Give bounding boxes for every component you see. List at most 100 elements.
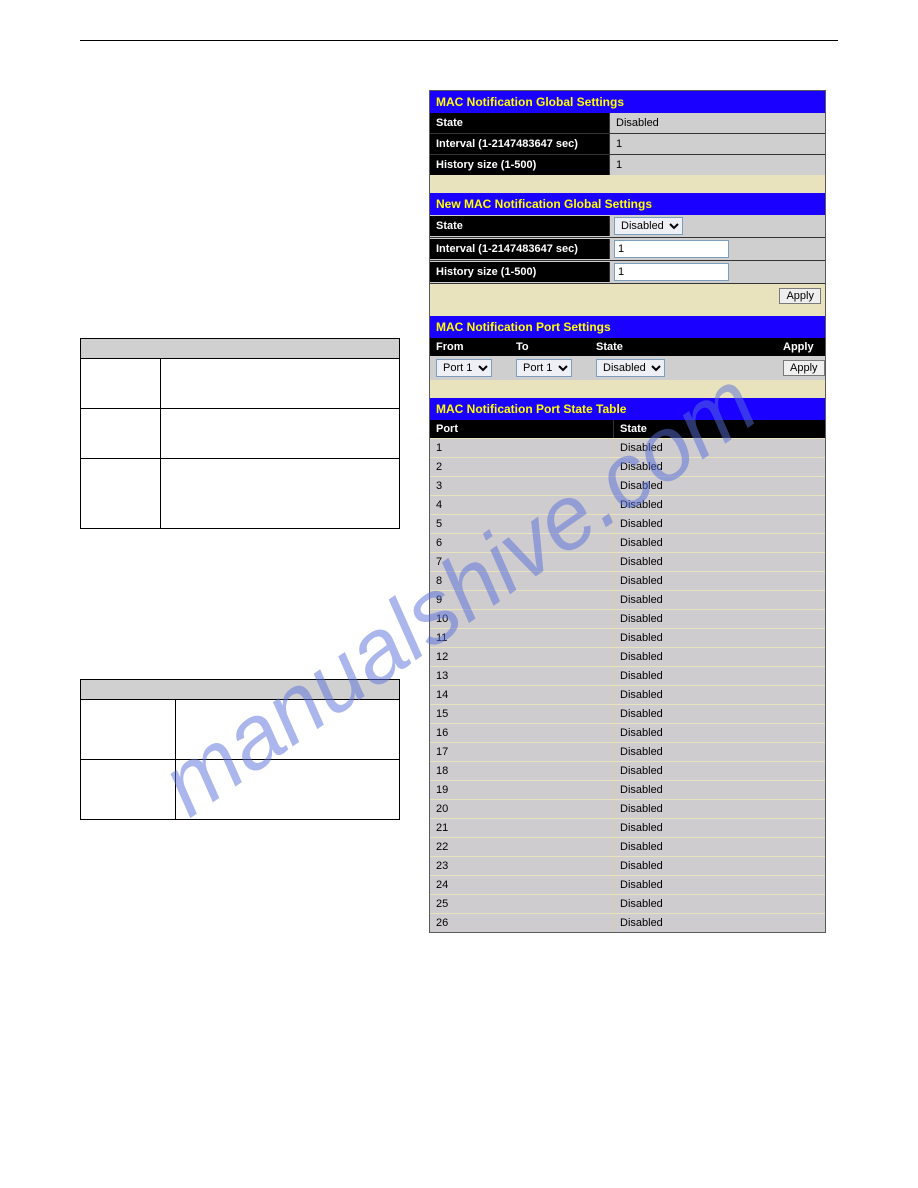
state-cell: Disabled	[614, 534, 825, 552]
port-state-row: 20Disabled	[430, 799, 825, 818]
port-state-row: 18Disabled	[430, 761, 825, 780]
state-header: State	[590, 338, 777, 356]
port-cell: 3	[430, 477, 614, 495]
page-top-rule	[80, 40, 838, 41]
port-state-row: 11Disabled	[430, 628, 825, 647]
port-cell: 4	[430, 496, 614, 514]
state-cell: Disabled	[614, 724, 825, 742]
state-column-header: State	[614, 420, 825, 438]
state-cell: Disabled	[614, 648, 825, 666]
port-state-row: 19Disabled	[430, 780, 825, 799]
table-header	[81, 339, 400, 359]
port-state-row: 23Disabled	[430, 856, 825, 875]
port-cell: 2	[430, 458, 614, 476]
port-state-row: 24Disabled	[430, 875, 825, 894]
port-state-row: 3Disabled	[430, 476, 825, 495]
state-cell: Disabled	[614, 591, 825, 609]
table-cell	[81, 409, 161, 459]
setting-value: Disabled	[610, 113, 825, 133]
left-table-1	[80, 338, 400, 529]
state-cell: Disabled	[614, 439, 825, 457]
state-cell: Disabled	[614, 705, 825, 723]
port-state-row: 6Disabled	[430, 533, 825, 552]
port-cell: 21	[430, 819, 614, 837]
state-select[interactable]: Disabled	[614, 217, 683, 235]
port-state-row: 1Disabled	[430, 438, 825, 457]
new-state-row: State Disabled	[430, 215, 825, 238]
state-cell: Disabled	[614, 458, 825, 476]
from-port-select[interactable]: Port 1	[436, 359, 492, 377]
port-cell: 17	[430, 743, 614, 761]
port-column-header: Port	[430, 420, 614, 438]
port-state-row: 7Disabled	[430, 552, 825, 571]
state-cell: Disabled	[614, 515, 825, 533]
port-cell: 16	[430, 724, 614, 742]
to-port-select[interactable]: Port 1	[516, 359, 572, 377]
state-cell: Disabled	[614, 667, 825, 685]
history-input[interactable]	[614, 263, 729, 281]
new-global-settings-header: New MAC Notification Global Settings	[430, 193, 825, 215]
table-cell	[81, 359, 161, 409]
port-state-row: 9Disabled	[430, 590, 825, 609]
port-cell: 5	[430, 515, 614, 533]
port-cell: 15	[430, 705, 614, 723]
table-cell	[161, 359, 400, 409]
state-cell: Disabled	[614, 914, 825, 932]
global-settings-header: MAC Notification Global Settings	[430, 91, 825, 113]
new-interval-row: Interval (1-2147483647 sec)	[430, 238, 825, 261]
port-cell: 13	[430, 667, 614, 685]
table-cell	[161, 409, 400, 459]
port-state-row: 2Disabled	[430, 457, 825, 476]
apply-header: Apply	[777, 338, 825, 356]
table-cell	[176, 700, 400, 760]
apply-port-settings-button[interactable]: Apply	[783, 360, 825, 376]
port-cell: 10	[430, 610, 614, 628]
history-label: History size (1-500)	[430, 262, 610, 282]
divider	[430, 380, 825, 398]
interval-input[interactable]	[614, 240, 729, 258]
global-setting-row: StateDisabled	[430, 113, 825, 134]
interval-label: Interval (1-2147483647 sec)	[430, 239, 610, 259]
port-state-row: 21Disabled	[430, 818, 825, 837]
port-cell: 25	[430, 895, 614, 913]
port-cell: 14	[430, 686, 614, 704]
state-cell: Disabled	[614, 610, 825, 628]
mac-notification-panel: MAC Notification Global Settings StateDi…	[429, 90, 826, 933]
table-cell	[81, 459, 161, 529]
table-cell	[81, 760, 176, 820]
port-state-row: 16Disabled	[430, 723, 825, 742]
state-cell: Disabled	[614, 572, 825, 590]
port-cell: 18	[430, 762, 614, 780]
port-cell: 23	[430, 857, 614, 875]
port-cell: 11	[430, 629, 614, 647]
port-state-select[interactable]: Disabled	[596, 359, 665, 377]
port-cell: 24	[430, 876, 614, 894]
state-table-header: MAC Notification Port State Table	[430, 398, 825, 420]
port-cell: 9	[430, 591, 614, 609]
port-state-row: 8Disabled	[430, 571, 825, 590]
global-setting-row: History size (1-500)1	[430, 155, 825, 175]
global-setting-row: Interval (1-2147483647 sec)1	[430, 134, 825, 155]
port-state-row: 17Disabled	[430, 742, 825, 761]
state-cell: Disabled	[614, 743, 825, 761]
port-state-row: 25Disabled	[430, 894, 825, 913]
state-label: State	[430, 216, 610, 236]
port-cell: 7	[430, 553, 614, 571]
new-history-row: History size (1-500)	[430, 261, 825, 284]
left-column	[80, 338, 400, 820]
port-cell: 26	[430, 914, 614, 932]
state-cell: Disabled	[614, 781, 825, 799]
to-header: To	[510, 338, 590, 356]
port-state-row: 14Disabled	[430, 685, 825, 704]
apply-new-global-button[interactable]: Apply	[779, 288, 821, 304]
port-state-row: 4Disabled	[430, 495, 825, 514]
left-table-2	[80, 679, 400, 820]
state-cell: Disabled	[614, 496, 825, 514]
state-cell: Disabled	[614, 762, 825, 780]
state-cell: Disabled	[614, 895, 825, 913]
divider	[430, 175, 825, 193]
port-settings-row: Port 1 Port 1 Disabled Apply	[430, 356, 825, 380]
port-state-row: 15Disabled	[430, 704, 825, 723]
port-state-row: 26Disabled	[430, 913, 825, 932]
state-table-columns: Port State	[430, 420, 825, 438]
